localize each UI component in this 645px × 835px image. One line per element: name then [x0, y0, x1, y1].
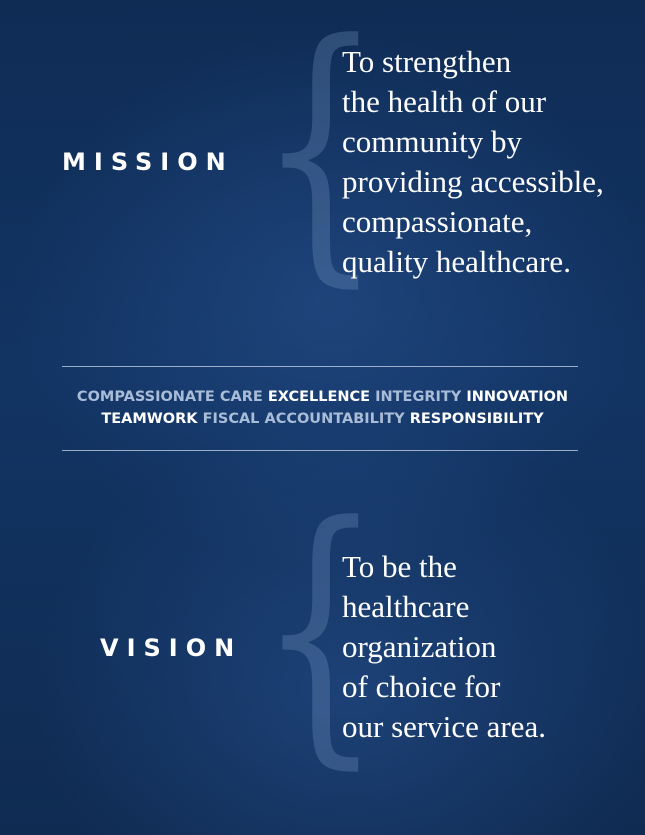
values-line-2: TEAMWORK FISCAL ACCOUNTABILITY RESPONSIB… — [0, 408, 645, 430]
vision-brace-icon: { — [258, 467, 383, 793]
value-excellence: EXCELLENCE — [267, 389, 371, 405]
mission-section: MISSION { To strengthen the health of ou… — [0, 0, 645, 320]
vision-line: To be the — [342, 549, 457, 584]
vision-line: of choice for — [342, 669, 501, 704]
vision-line: healthcare — [342, 589, 470, 624]
core-values: COMPASSIONATE CARE EXCELLENCE INTEGRITY … — [0, 386, 645, 430]
mission-heading: MISSION — [62, 148, 234, 176]
mission-line: compassionate, — [342, 204, 533, 239]
mission-statement: To strengthen the health of our communit… — [342, 42, 642, 282]
mission-brace-icon: { — [258, 0, 383, 311]
mission-line: quality healthcare. — [342, 244, 571, 279]
vision-line: organization — [342, 629, 497, 664]
mission-line: community by — [342, 124, 522, 159]
value-compassionate-care: COMPASSIONATE CARE — [76, 389, 263, 405]
vision-heading: VISION — [100, 634, 243, 662]
value-integrity: INTEGRITY — [375, 389, 462, 405]
divider-top — [62, 366, 578, 367]
values-line-1: COMPASSIONATE CARE EXCELLENCE INTEGRITY … — [0, 386, 645, 408]
value-fiscal-accountability: FISCAL ACCOUNTABILITY — [202, 411, 405, 427]
vision-section: VISION { To be the healthcare organizati… — [0, 480, 645, 835]
mission-line: To strengthen — [342, 44, 512, 79]
divider-bottom — [62, 450, 578, 451]
value-innovation: INNOVATION — [466, 389, 569, 405]
value-teamwork: TEAMWORK — [101, 411, 198, 427]
value-responsibility: RESPONSIBILITY — [409, 411, 544, 427]
vision-statement: To be the healthcare organization of cho… — [342, 547, 642, 747]
mission-line: providing accessible, — [342, 164, 604, 199]
mission-line: the health of our — [342, 84, 547, 119]
vision-line: our service area. — [342, 709, 546, 744]
